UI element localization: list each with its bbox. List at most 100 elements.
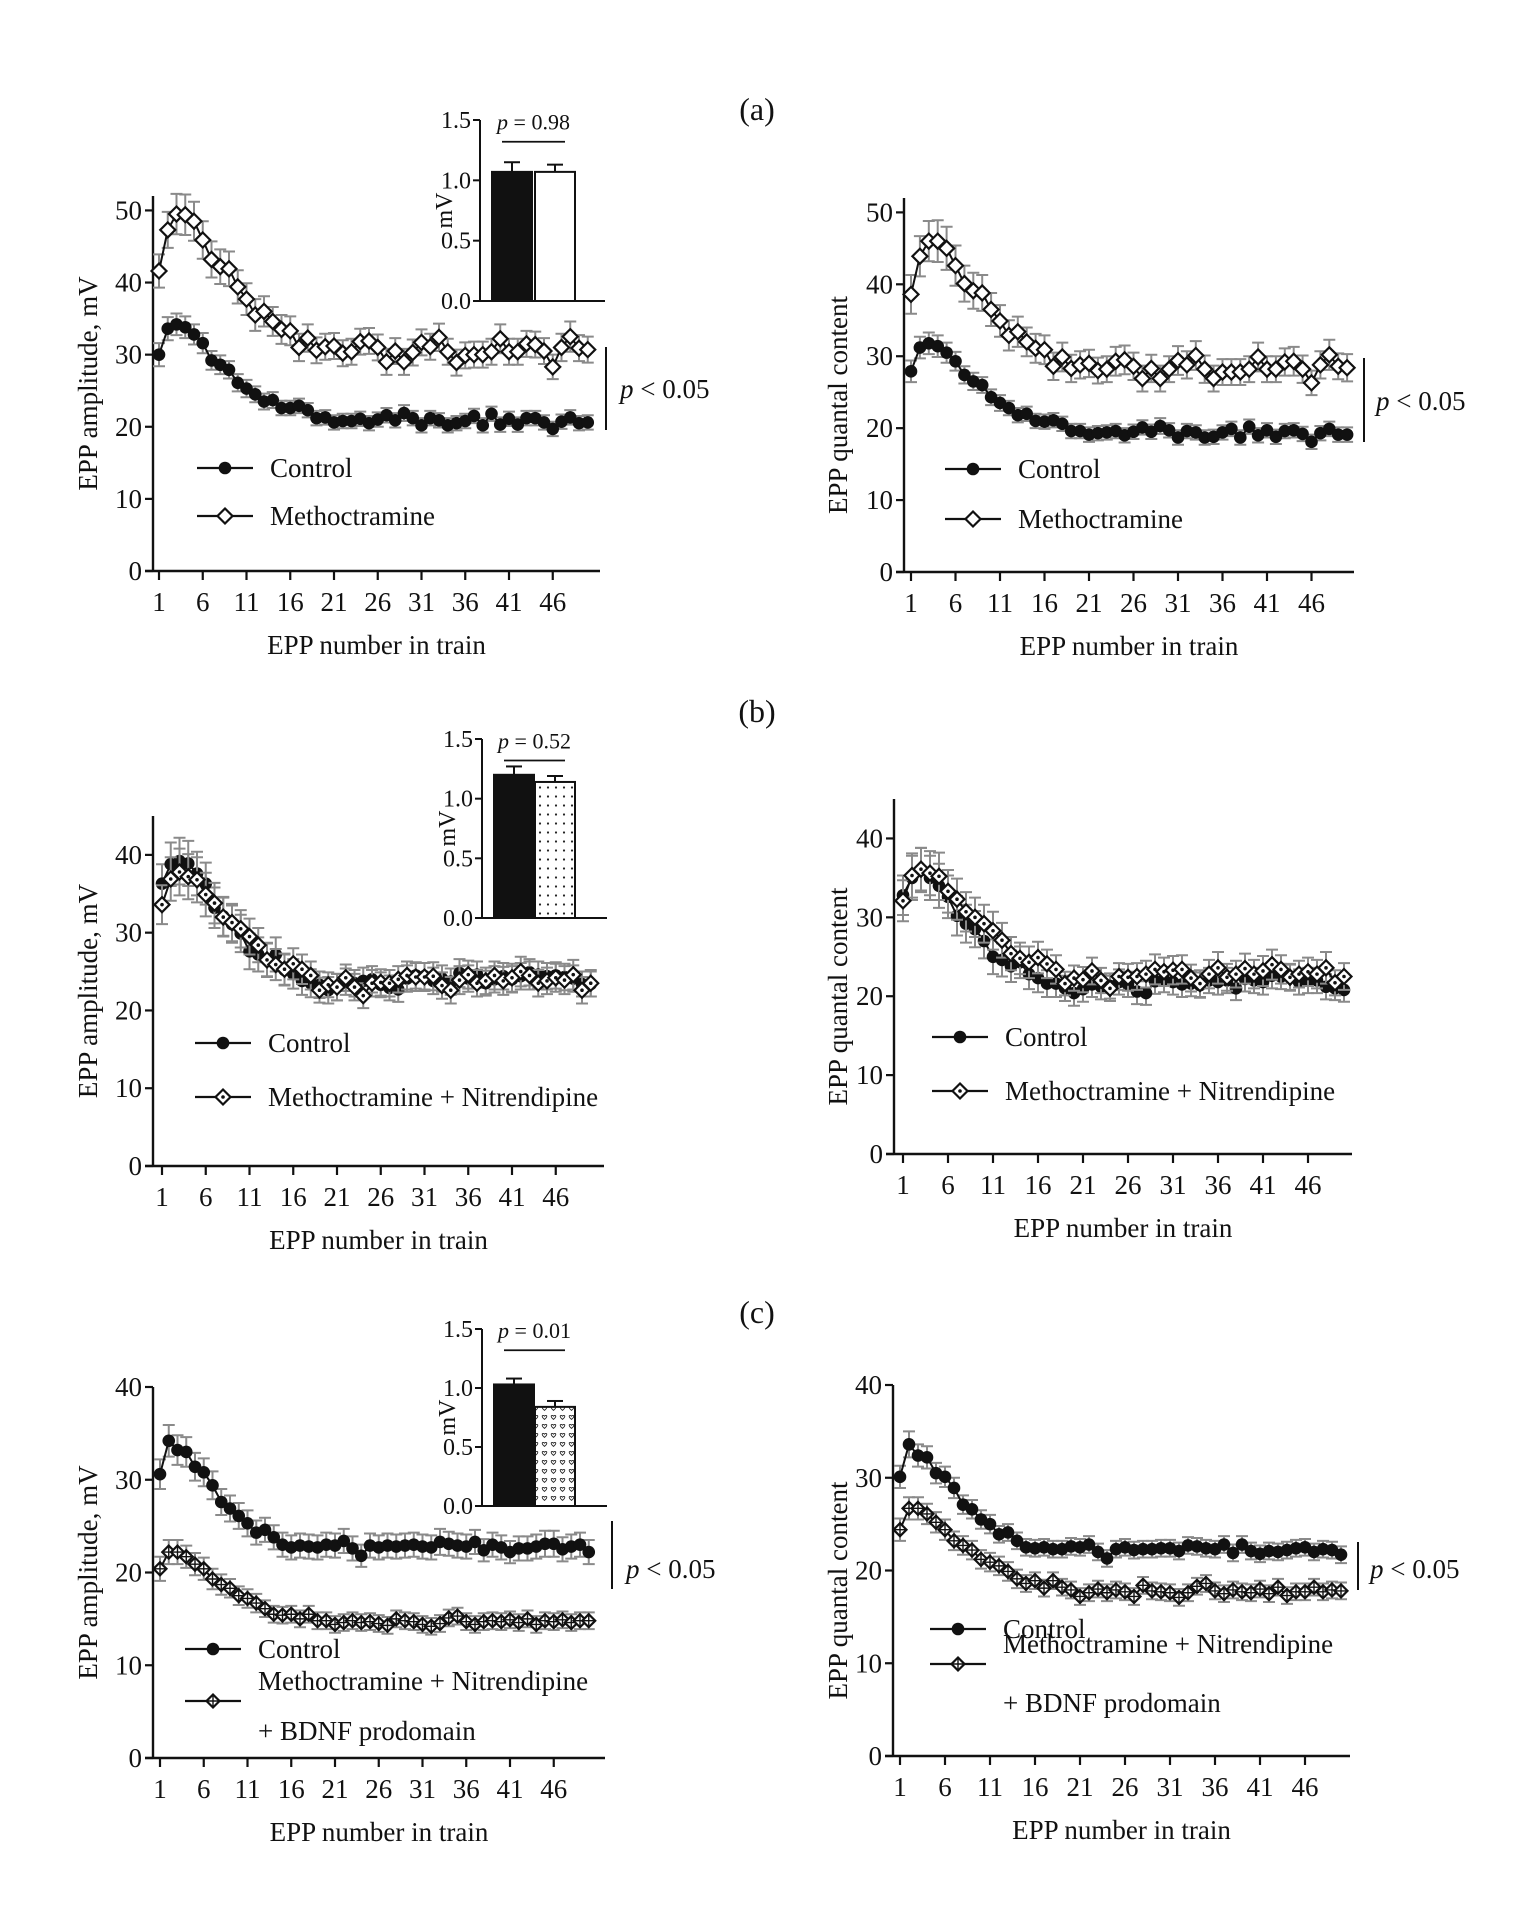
data-point xyxy=(1269,430,1283,444)
y-tick-label: 10 xyxy=(855,1648,882,1678)
marker-dot xyxy=(1099,978,1103,983)
data-point xyxy=(1284,352,1303,371)
marker-dot xyxy=(1108,986,1112,991)
data-point xyxy=(153,1467,167,1481)
data-point xyxy=(1338,358,1357,377)
data-point xyxy=(1331,428,1345,441)
data-point xyxy=(519,1610,536,1627)
marker-dot xyxy=(510,975,514,980)
data-point xyxy=(928,232,947,251)
diamond-marker xyxy=(552,338,571,357)
data-point xyxy=(893,891,913,910)
marker-cross xyxy=(1336,1585,1346,1596)
data-point xyxy=(940,346,953,359)
legend-label: Control xyxy=(1018,454,1101,484)
marker-cross xyxy=(1300,1586,1310,1597)
data-point xyxy=(949,354,962,368)
y-axis-label: EPP amplitude, mV xyxy=(73,1465,103,1680)
marker-cross xyxy=(435,1618,445,1629)
x-tick-label: 26 xyxy=(1112,1772,1139,1802)
x-tick-label: 41 xyxy=(496,587,523,617)
x-tick-label: 11 xyxy=(977,1772,1003,1802)
data-point xyxy=(909,1500,927,1517)
marker-dot xyxy=(361,993,366,998)
marker-cross xyxy=(967,1545,977,1556)
data-point xyxy=(219,259,239,278)
x-tick-label: 26 xyxy=(1115,1170,1142,1200)
series-treatment xyxy=(152,847,600,1010)
data-point xyxy=(1195,360,1214,379)
marker-cross xyxy=(1084,1587,1094,1598)
inset-y-tick-label: 1.0 xyxy=(443,1376,473,1402)
data-point xyxy=(1271,960,1291,979)
marker-dot xyxy=(448,988,453,993)
x-axis-label: EPP number in train xyxy=(269,1225,488,1255)
data-point xyxy=(327,978,347,997)
diamond-marker xyxy=(1044,357,1063,376)
data-point xyxy=(1107,1581,1125,1599)
marker-cross xyxy=(1021,1578,1031,1589)
marker-dot xyxy=(1342,974,1346,979)
diamond-marker xyxy=(526,335,545,354)
diamond-marker xyxy=(901,285,921,304)
legend-label: Methoctramine + Nitrendipine xyxy=(1003,1629,1333,1659)
data-point xyxy=(230,1587,247,1604)
diamond-marker xyxy=(1097,360,1116,379)
legend-marker xyxy=(966,462,980,476)
marker-cross xyxy=(303,1609,314,1620)
data-point xyxy=(195,1560,212,1577)
marker-dot xyxy=(991,928,995,933)
data-point xyxy=(424,967,443,986)
diamond-marker xyxy=(368,338,387,357)
x-tick-label: 41 xyxy=(1254,588,1281,618)
data-point xyxy=(1262,955,1282,974)
marker-dot xyxy=(1054,967,1058,972)
data-point xyxy=(232,1509,246,1523)
data-point xyxy=(511,962,530,981)
data-point xyxy=(983,1517,997,1531)
diamond-marker xyxy=(1186,346,1205,365)
marker-cross xyxy=(958,1540,968,1551)
diamond-marker xyxy=(937,239,956,258)
legend-label: Methoctramine + Nitrendipine xyxy=(258,1666,588,1696)
data-point xyxy=(561,327,580,346)
diamond-marker xyxy=(561,327,580,346)
marker-dot xyxy=(1000,938,1004,943)
x-tick-label: 11 xyxy=(987,588,1013,618)
data-point xyxy=(1240,360,1259,379)
marker-dot xyxy=(1144,972,1148,976)
x-tick-label: 31 xyxy=(1165,588,1192,618)
data-point xyxy=(1097,360,1116,379)
marker-cross xyxy=(1165,1587,1175,1598)
diamond-marker xyxy=(359,331,379,351)
marker-dot xyxy=(1090,969,1094,973)
data-point xyxy=(1320,345,1339,364)
x-tick-label: 46 xyxy=(540,1774,567,1804)
inset-y-tick-label: 1.5 xyxy=(443,1317,473,1343)
data-point xyxy=(354,986,373,1005)
diamond-marker xyxy=(1195,360,1214,379)
y-tick-label: 0 xyxy=(870,1139,884,1169)
legend-label: Methoctramine xyxy=(1018,504,1183,534)
marker-dot xyxy=(475,981,479,986)
marker-cross xyxy=(242,1593,253,1604)
marker-cross xyxy=(426,1621,437,1632)
marker-cross xyxy=(1057,1582,1067,1593)
data-point xyxy=(221,1580,239,1597)
series-control xyxy=(896,846,1351,1007)
series-treatment xyxy=(151,1539,597,1636)
data-point xyxy=(983,921,1003,940)
x-tick-label: 1 xyxy=(896,1170,910,1200)
data-point xyxy=(1186,346,1205,365)
marker-dot xyxy=(1297,972,1301,976)
marker-cross xyxy=(1264,1588,1274,1599)
data-point xyxy=(1154,1541,1168,1555)
marker-cross xyxy=(895,1524,905,1535)
y-tick-label: 40 xyxy=(866,269,893,299)
data-point xyxy=(421,337,440,356)
marker-dot xyxy=(937,874,941,879)
y-tick-label: 0 xyxy=(129,1743,143,1773)
